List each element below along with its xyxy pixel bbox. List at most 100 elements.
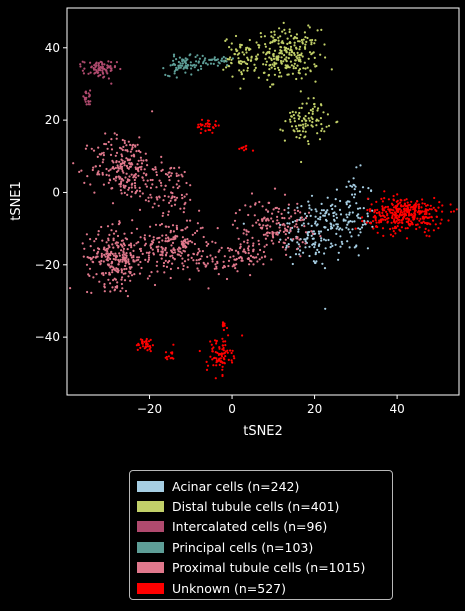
data-point [124,272,127,275]
data-point [167,225,170,228]
data-point [333,219,336,222]
data-point [93,240,96,243]
data-point [270,30,273,34]
data-point [421,198,424,201]
data-point [151,183,154,186]
data-point [249,259,252,262]
data-point [297,117,300,120]
data-point [116,285,119,288]
data-point [82,95,85,98]
data-point [314,241,317,244]
legend-swatch-intercalated [137,521,164,533]
data-point [183,66,186,69]
data-point [269,63,272,67]
data-point [210,58,213,62]
data-point [285,228,288,231]
data-point [398,215,401,218]
data-point [255,55,258,58]
data-point [121,245,124,248]
data-point [171,352,174,355]
data-point [109,251,113,255]
data-point [119,258,122,261]
data-point [189,240,192,243]
data-point [279,35,282,38]
data-point [153,202,156,205]
data-point [349,220,352,223]
data-point [304,216,307,220]
data-point [121,287,124,290]
data-point [156,270,159,273]
data-point [155,171,158,174]
data-point [215,342,218,345]
data-point [135,150,138,153]
data-point [264,45,267,48]
data-point [416,223,419,226]
data-point [169,267,172,271]
data-point [101,171,104,175]
data-point [400,199,403,202]
data-point [237,237,240,240]
data-point [231,361,234,364]
data-point [82,72,85,75]
data-point [410,200,413,203]
data-point [171,241,175,244]
data-point [314,253,317,256]
data-point [324,56,327,59]
data-point [137,342,140,345]
data-point [291,262,294,266]
data-point [357,213,360,216]
data-point [285,244,288,247]
data-point [224,340,227,343]
data-point [180,173,183,176]
data-point [128,162,131,165]
data-point [123,268,126,271]
data-point [173,248,176,252]
data-point [88,274,91,277]
data-point [314,39,317,42]
data-point [108,271,111,274]
data-point [173,72,176,75]
data-point [121,138,124,142]
data-point [299,211,302,214]
data-point [295,77,298,81]
data-point [199,227,202,230]
data-point [239,243,242,246]
data-point [167,355,170,358]
data-point [424,221,427,225]
data-point [248,38,251,42]
data-point [253,214,256,217]
data-point [84,98,87,101]
data-point [306,66,309,69]
data-point [110,61,113,64]
data-point [165,251,168,254]
data-point [193,66,196,69]
data-point [144,242,147,245]
data-point [229,56,232,59]
y-tick-label: 0 [52,185,60,199]
data-point [242,232,245,235]
data-point [122,184,125,187]
data-point [320,202,323,205]
data-point [277,42,280,45]
data-point [327,213,330,216]
data-point [216,360,219,363]
data-point [312,51,315,54]
data-point [139,195,142,198]
data-point [273,64,276,68]
data-point [247,58,250,61]
data-point [273,33,276,36]
data-point [209,254,212,257]
data-point [137,170,140,173]
data-point [272,53,275,56]
data-point [422,220,425,223]
data-point [326,196,329,199]
data-point [177,67,180,70]
data-point [378,212,381,215]
data-point [410,206,413,209]
data-point [272,236,275,239]
data-point [157,250,160,253]
data-point [230,248,234,252]
data-point [147,340,151,343]
data-point [194,55,197,59]
data-point [413,212,416,215]
